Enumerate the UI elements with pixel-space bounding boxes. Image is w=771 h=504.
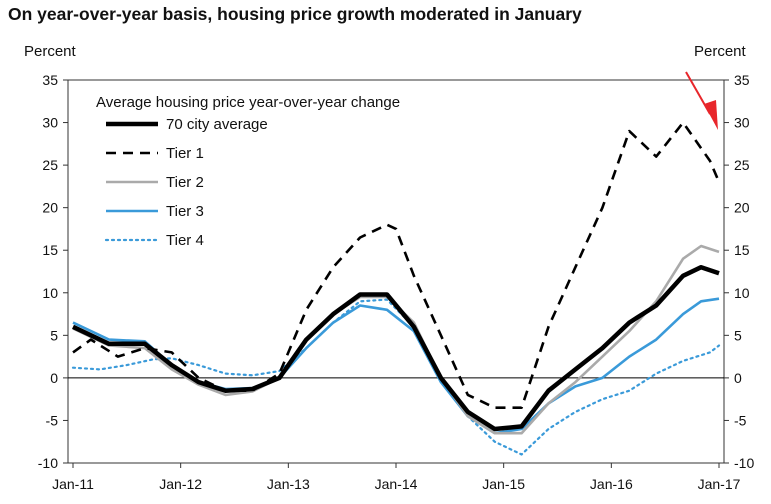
x-tick-label: Jan-14 [375, 476, 418, 492]
x-tick-label: Jan-16 [590, 476, 633, 492]
y-tick-label-left: 35 [42, 72, 58, 88]
y-axis-left-label: Percent [24, 43, 77, 60]
y-tick-label-right: 30 [734, 115, 750, 131]
y-tick-label-left: 30 [42, 115, 58, 131]
legend-entry-tier-3: Tier 3 [166, 203, 204, 220]
legend-entry-tier-1: Tier 1 [166, 145, 204, 162]
series-line-70-city-average [72, 264, 720, 432]
red-arrow-annotation [685, 71, 718, 130]
x-tick-label: Jan-12 [159, 476, 202, 492]
x-tick-label: Jan-13 [267, 476, 310, 492]
legend-entry-70-city-average: 70 city average [166, 116, 268, 133]
y-tick-label-right: -5 [734, 412, 747, 428]
y-tick-label-left: 25 [42, 157, 58, 173]
plot-border [67, 79, 725, 464]
y-tick-label-left: -5 [46, 412, 59, 428]
y-tick-label-right: -10 [734, 455, 754, 471]
y-tick-label-right: 5 [734, 327, 742, 343]
y-tick-label-left: 0 [50, 370, 58, 386]
series-line-tier-4 [71, 298, 721, 456]
series-layer [71, 121, 721, 456]
arrow-head-icon [704, 100, 718, 130]
y-axis-left: -10 -5 0 5 10 15 20 25 30 35 [38, 72, 68, 471]
legend: Average housing price year-over-year cha… [96, 94, 400, 249]
plot-frame [67, 79, 725, 464]
y-tick-label-left: 10 [42, 285, 58, 301]
legend-entry-tier-2: Tier 2 [166, 174, 204, 191]
y-tick-label-right: 0 [734, 370, 742, 386]
x-tick-label: Jan-15 [482, 476, 525, 492]
legend-title: Average housing price year-over-year cha… [96, 94, 400, 111]
legend-entry-tier-4: Tier 4 [166, 232, 204, 249]
y-tick-label-left: -10 [38, 455, 58, 471]
y-tick-label-left: 20 [42, 200, 58, 216]
y-tick-label-left: 5 [50, 327, 58, 343]
y-tick-label-right: 35 [734, 72, 750, 88]
y-tick-label-right: 20 [734, 200, 750, 216]
y-axis-right: -10 -5 0 5 10 15 20 25 30 35 [724, 72, 754, 471]
x-tick-label: Jan-17 [698, 476, 741, 492]
y-axis-right-label: Percent [694, 43, 747, 60]
y-tick-label-left: 15 [42, 242, 58, 258]
x-axis: Jan-11 Jan-12 Jan-13 Jan-14 Jan-15 Jan-16 Jan-… [52, 463, 741, 492]
y-tick-label-right: 15 [734, 242, 750, 258]
y-tick-label-right: 25 [734, 157, 750, 173]
series-line-tier-1 [72, 121, 721, 410]
chart-title: On year-over-year basis, housing price g… [8, 4, 582, 24]
x-tick-label: Jan-11 [52, 476, 94, 492]
series-line-tier-2 [72, 244, 720, 435]
y-tick-label-right: 10 [734, 285, 750, 301]
